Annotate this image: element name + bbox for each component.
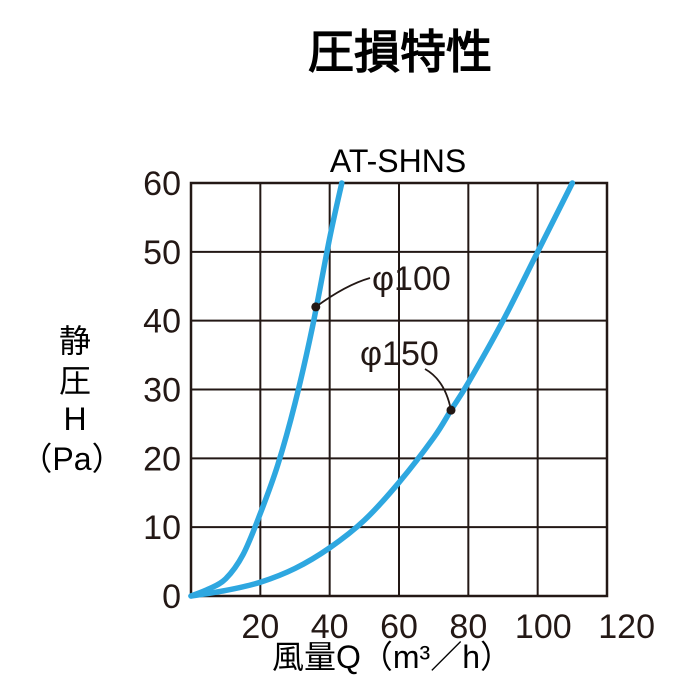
series-label: φ150: [360, 335, 439, 373]
x-tick-label: 100: [515, 608, 572, 646]
series-line-phi100: [188, 180, 345, 599]
marker-dot: [311, 302, 321, 312]
x-tick-label: 20: [241, 608, 279, 646]
model-label: AT-SHNS: [330, 143, 466, 179]
series-line-phi150: [188, 180, 576, 599]
x-tick-label: 120: [598, 608, 655, 646]
leader-line: [315, 277, 371, 308]
y-tick-label: 60: [143, 165, 181, 203]
tick-labels: 0 10 20 30 40 50 60 20 40 60 80 100 120: [143, 165, 655, 646]
y-tick-label: 50: [143, 234, 181, 272]
x-axis-label: 風量Q（m³／h）: [272, 639, 512, 675]
y-axis-label-line: 圧: [59, 363, 91, 399]
curve-annotations: φ100 φ150: [311, 260, 456, 415]
y-axis-label: 静 圧 H （Pa）: [20, 323, 123, 477]
y-axis-label-line: H: [63, 401, 86, 437]
y-tick-label: 10: [143, 509, 181, 547]
x-tick-label: 80: [449, 608, 487, 646]
y-axis-label-line: （Pa）: [20, 441, 123, 477]
curves: [188, 180, 576, 599]
x-tick-label: 60: [380, 608, 418, 646]
y-tick-label: 0: [162, 578, 181, 616]
series-label: φ100: [372, 260, 451, 298]
y-tick-label: 30: [143, 372, 181, 410]
chart-title: 圧損特性: [308, 26, 492, 78]
x-tick-label: 40: [311, 608, 349, 646]
marker-dot: [446, 405, 456, 415]
y-axis-label-line: 静: [59, 323, 91, 359]
plot-frame: [189, 181, 609, 598]
y-tick-label: 40: [143, 303, 181, 341]
y-tick-label: 20: [143, 440, 181, 478]
leader-line: [424, 368, 452, 411]
